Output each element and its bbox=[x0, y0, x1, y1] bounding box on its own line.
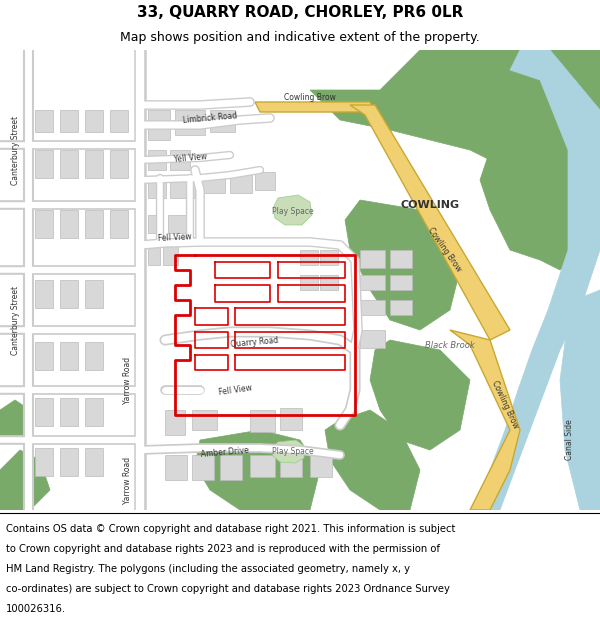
Bar bbox=[300, 250, 318, 265]
Bar bbox=[60, 280, 78, 308]
Bar bbox=[110, 110, 128, 132]
Text: Contains OS data © Crown copyright and database right 2021. This information is : Contains OS data © Crown copyright and d… bbox=[6, 524, 455, 534]
Polygon shape bbox=[480, 140, 590, 270]
Bar bbox=[35, 110, 53, 132]
Polygon shape bbox=[0, 450, 50, 510]
Bar bbox=[360, 300, 385, 315]
Bar bbox=[148, 215, 163, 233]
Bar bbox=[170, 150, 190, 170]
Bar bbox=[175, 110, 205, 135]
Bar bbox=[360, 250, 385, 268]
Text: 33, QUARRY ROAD, CHORLEY, PR6 0LR: 33, QUARRY ROAD, CHORLEY, PR6 0LR bbox=[137, 5, 463, 20]
Polygon shape bbox=[0, 400, 30, 440]
Bar bbox=[60, 110, 78, 132]
Bar bbox=[320, 250, 338, 265]
Polygon shape bbox=[310, 50, 600, 180]
Polygon shape bbox=[345, 200, 460, 330]
Bar bbox=[35, 150, 53, 178]
Bar bbox=[165, 455, 187, 480]
Text: Fell View: Fell View bbox=[158, 232, 192, 243]
Bar bbox=[168, 215, 188, 233]
Bar bbox=[250, 410, 275, 432]
Text: 100026316.: 100026316. bbox=[6, 604, 66, 614]
Bar bbox=[280, 408, 302, 430]
Text: COWLING: COWLING bbox=[400, 200, 460, 210]
Bar bbox=[148, 150, 166, 170]
Bar bbox=[85, 280, 103, 308]
Text: Quarry Road: Quarry Road bbox=[230, 336, 280, 349]
Polygon shape bbox=[450, 330, 520, 510]
Bar bbox=[60, 150, 78, 178]
Bar bbox=[35, 280, 53, 308]
Polygon shape bbox=[272, 440, 304, 463]
Text: Yell View: Yell View bbox=[173, 152, 207, 164]
Bar bbox=[35, 448, 53, 476]
Bar bbox=[250, 455, 275, 477]
Bar bbox=[85, 342, 103, 370]
Bar bbox=[320, 275, 338, 290]
Bar bbox=[300, 275, 318, 290]
Text: co-ordinates) are subject to Crown copyright and database rights 2023 Ordnance S: co-ordinates) are subject to Crown copyr… bbox=[6, 584, 450, 594]
Bar bbox=[220, 455, 242, 480]
Polygon shape bbox=[350, 105, 510, 340]
Text: Cowling Brow: Cowling Brow bbox=[284, 94, 336, 102]
Bar bbox=[60, 448, 78, 476]
Text: Black Brook: Black Brook bbox=[425, 341, 475, 349]
Text: Yarrow Road: Yarrow Road bbox=[124, 356, 133, 404]
Polygon shape bbox=[273, 195, 312, 225]
Bar bbox=[35, 398, 53, 426]
Bar bbox=[35, 210, 53, 238]
Bar bbox=[192, 455, 214, 480]
Polygon shape bbox=[255, 102, 375, 112]
Bar bbox=[210, 110, 235, 132]
Text: Limbrick Road: Limbrick Road bbox=[182, 111, 238, 125]
Bar bbox=[165, 410, 185, 435]
Bar bbox=[280, 455, 302, 477]
Bar bbox=[110, 150, 128, 178]
Bar bbox=[148, 110, 170, 140]
Bar bbox=[390, 275, 412, 290]
Bar bbox=[255, 172, 275, 190]
Text: Play Space: Play Space bbox=[272, 206, 314, 216]
Text: to Crown copyright and database rights 2023 and is reproduced with the permissio: to Crown copyright and database rights 2… bbox=[6, 544, 440, 554]
Bar bbox=[200, 175, 225, 193]
Text: Yarrow Road: Yarrow Road bbox=[124, 456, 133, 504]
Text: Canterbury Street: Canterbury Street bbox=[10, 286, 19, 354]
Polygon shape bbox=[195, 430, 320, 510]
Text: Cowling Brow: Cowling Brow bbox=[427, 226, 464, 274]
Bar bbox=[35, 342, 53, 370]
Bar bbox=[85, 110, 103, 132]
Text: Canterbury Street: Canterbury Street bbox=[10, 116, 19, 184]
Bar bbox=[85, 448, 103, 476]
Bar bbox=[390, 300, 412, 315]
Bar bbox=[163, 243, 178, 265]
Text: Amber Drive: Amber Drive bbox=[200, 446, 250, 459]
Bar bbox=[390, 250, 412, 268]
Text: Canal Side: Canal Side bbox=[566, 419, 575, 461]
Text: Cowling Brow: Cowling Brow bbox=[490, 379, 520, 431]
Bar bbox=[85, 210, 103, 238]
Text: Fell View: Fell View bbox=[218, 383, 253, 397]
Bar bbox=[60, 398, 78, 426]
Bar bbox=[148, 243, 160, 265]
Bar bbox=[110, 210, 128, 238]
Polygon shape bbox=[560, 290, 600, 510]
Bar bbox=[60, 210, 78, 238]
Bar bbox=[85, 398, 103, 426]
Bar bbox=[60, 342, 78, 370]
Bar bbox=[170, 180, 195, 198]
Bar bbox=[230, 175, 252, 193]
Bar bbox=[148, 180, 166, 198]
Bar bbox=[85, 150, 103, 178]
Bar bbox=[192, 410, 217, 430]
Polygon shape bbox=[480, 50, 600, 510]
Text: HM Land Registry. The polygons (including the associated geometry, namely x, y: HM Land Registry. The polygons (includin… bbox=[6, 564, 410, 574]
Bar bbox=[360, 275, 385, 290]
Text: Play Space: Play Space bbox=[272, 448, 314, 456]
Text: Map shows position and indicative extent of the property.: Map shows position and indicative extent… bbox=[120, 31, 480, 44]
Polygon shape bbox=[325, 410, 420, 510]
Bar bbox=[310, 455, 332, 477]
Bar bbox=[360, 330, 385, 348]
Polygon shape bbox=[370, 340, 470, 450]
